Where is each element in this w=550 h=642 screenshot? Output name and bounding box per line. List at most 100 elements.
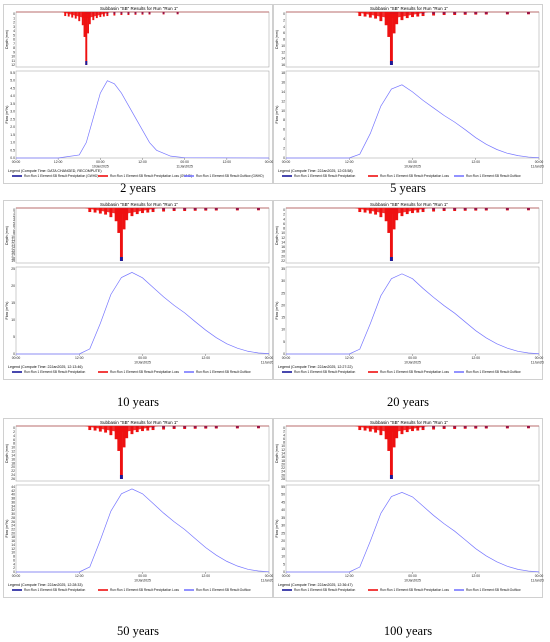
precip-excess-bar	[474, 208, 478, 210]
precip-peak-bar	[389, 257, 393, 261]
depth-tick-label: 4	[283, 433, 285, 437]
depth-tick-label: 22	[11, 469, 15, 473]
precip-excess-bar	[505, 208, 509, 210]
chart-panel: Subbasin "SB" Results for Run "Run 1" Dep…	[3, 200, 274, 380]
date-label: 11Jan2025	[531, 361, 544, 365]
flow-tick-label: 28	[11, 516, 15, 520]
precip-excess-bar	[235, 208, 239, 210]
depth-tick-label: 8	[13, 442, 15, 446]
precip-excess-bar	[484, 12, 488, 14]
precip-excess-bar	[120, 12, 123, 14]
precip-excess-bar	[257, 208, 260, 210]
precip-excess-bar	[183, 426, 187, 428]
precip-loss-bar	[432, 426, 436, 430]
precip-loss-wedge	[354, 426, 429, 432]
depth-tick-label: 6	[283, 222, 285, 226]
precip-loss-bar	[64, 12, 67, 17]
time-tick-label: 12:00	[54, 160, 63, 164]
time-tick-label: 12:00	[472, 356, 481, 360]
precip-peak-bar	[389, 61, 393, 65]
depth-tick-label: 0	[13, 12, 15, 16]
flow-tick-label: 10	[11, 551, 15, 555]
precip-loss-wedge	[61, 12, 111, 18]
depth-tick-label: 7	[13, 227, 15, 231]
precip-excess-bar	[148, 12, 151, 14]
flow-tick-label: 50	[281, 493, 285, 497]
flow-tick-label: 18	[11, 535, 15, 539]
precip-loss-wedge	[84, 208, 159, 214]
depth-tick-label: 12	[11, 450, 15, 454]
date-label: 10Jan2025	[404, 165, 421, 169]
precip-excess-bar	[484, 426, 488, 428]
chart-title: Subbasin "SB" Results for Run "Run 1"	[370, 420, 448, 425]
depth-tick-label: 18	[281, 250, 285, 254]
precip-excess-bar	[127, 12, 130, 14]
flow-axis-label: Flow (m³/s)	[275, 520, 279, 538]
flow-tick-label: 20	[281, 539, 285, 543]
depth-tick-label: 12	[11, 240, 15, 244]
flow-tick-label: 5	[13, 335, 15, 339]
depth-tick-label: 17	[11, 254, 15, 258]
depth-tick-label: 0	[283, 426, 285, 430]
chart-title: Subbasin "SB" Results for Run "Run 1"	[370, 202, 448, 207]
flow-plot-frame	[15, 484, 270, 573]
legend-entry: Run:Run 1 Element:SB Result:Precipitatio…	[380, 370, 449, 374]
depth-tick-label: 16	[281, 63, 285, 67]
depth-tick-label: 6	[13, 224, 15, 228]
outflow-line	[286, 84, 540, 159]
depth-tick-label: 0	[283, 12, 285, 16]
precip-excess-bar	[442, 12, 446, 14]
precip-loss-wedge	[354, 208, 429, 214]
depth-tick-label: 1	[13, 211, 15, 215]
flow-tick-label: 5	[283, 562, 285, 566]
flow-tick-label: 15	[281, 547, 285, 551]
legend-entry: Run:Run 1 Element:SB Result:Outflow	[466, 588, 521, 592]
flow-tick-label: 0	[283, 156, 285, 160]
precip-loss-bar	[125, 208, 129, 221]
precip-loss-bar	[387, 426, 391, 451]
precip-excess-bar	[505, 426, 509, 428]
precip-loss-bar	[88, 426, 92, 431]
precip-loss-bar	[83, 12, 86, 37]
flow-tick-label: 1.5	[10, 133, 15, 137]
depth-tick-label: 10	[11, 446, 15, 450]
precip-loss-bar	[172, 208, 176, 212]
flow-axis-label: Flow (m³/s)	[5, 302, 9, 320]
legend-entry: Run:Run 1 Element:SB Result:Precipitatio…	[110, 174, 192, 178]
time-tick-label: 00:00	[12, 574, 21, 578]
precip-excess-bar	[113, 12, 116, 14]
date-label: 11Jan2025	[261, 579, 274, 583]
depth-tick-label: 16	[281, 245, 285, 249]
time-tick-label: 12:00	[472, 574, 481, 578]
time-tick-label: 12:00	[75, 356, 84, 360]
precip-excess-bar	[453, 426, 457, 428]
flow-tick-label: 2.5	[10, 117, 15, 121]
flow-axis-label: Flow (m³/s)	[5, 520, 9, 538]
flow-tick-label: 8	[283, 118, 285, 122]
chart-panel: Subbasin "SB" Results for Run "Run 1" Dep…	[3, 418, 274, 598]
time-tick-label: 12:00	[138, 160, 147, 164]
depth-tick-label: 4	[283, 217, 285, 221]
flow-axis-label: Flow (m³/s)	[275, 106, 279, 124]
precip-excess-bar	[432, 12, 436, 14]
legend-entry: Run:Run 1 Element:SB Result:Outflow	[196, 588, 251, 592]
depth-tick-label: 0	[283, 208, 285, 212]
precip-loss-wedge	[354, 12, 429, 18]
precip-peak-bar	[85, 61, 88, 65]
legend-entry: Run:Run 1 Element:SB Result:Outflow	[466, 370, 521, 374]
precip-plot-frame	[285, 11, 540, 68]
flow-tick-label: 26	[11, 520, 15, 524]
precip-loss-bar	[389, 426, 393, 479]
flow-tick-label: 14	[281, 90, 285, 94]
date-label: 10Jan2025	[134, 361, 151, 365]
chart-title: Subbasin "SB" Results for Run "Run 1"	[370, 6, 448, 11]
precip-excess-bar	[151, 208, 155, 210]
flow-tick-label: 15	[11, 301, 15, 305]
chart-caption: 20 years	[387, 395, 429, 409]
flow-tick-label: 16	[11, 539, 15, 543]
precip-excess-bar	[432, 208, 436, 210]
precip-excess-bar	[214, 208, 218, 210]
flow-tick-label: 15	[281, 316, 285, 320]
date-label: 11Jan2025	[261, 361, 274, 365]
depth-tick-label: 12	[11, 63, 15, 67]
